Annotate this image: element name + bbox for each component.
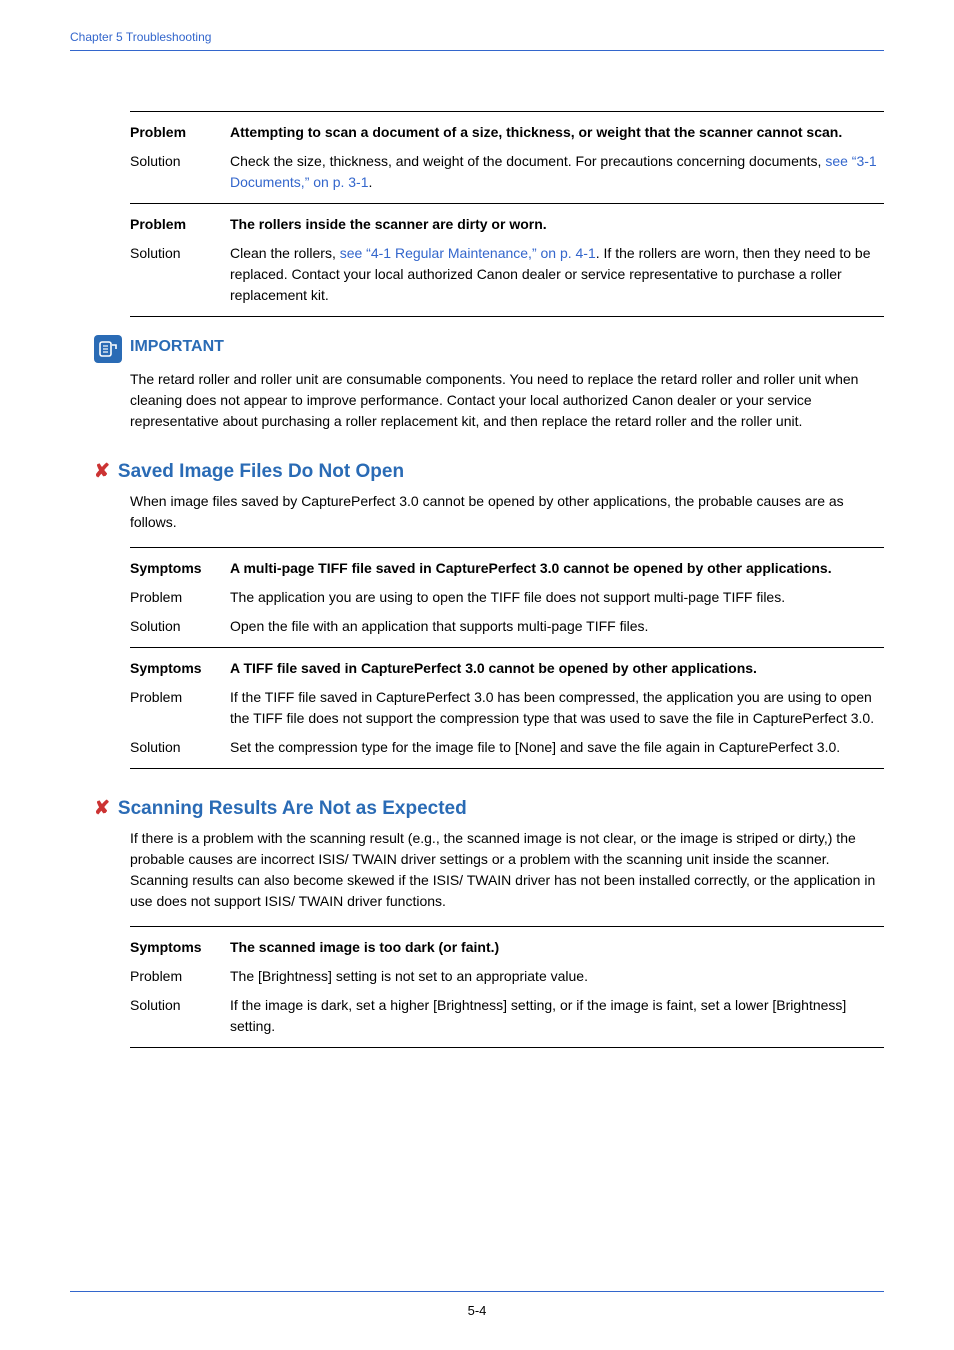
section-title-scanning-results: ✘ Scanning Results Are Not as Expected (94, 797, 884, 820)
divider (130, 203, 884, 204)
header-divider (70, 50, 884, 51)
problem-text: The application you are using to open th… (230, 583, 884, 612)
solution-pre: Check the size, thickness, and weight of… (230, 153, 825, 169)
label-solution: Solution (130, 147, 230, 197)
label-symptoms: Symptoms (130, 654, 230, 683)
symptom-block-b1: Symptoms The scanned image is too dark (… (130, 933, 884, 1041)
symptoms-text: The scanned image is too dark (or faint.… (230, 933, 884, 962)
x-mark-icon: ✘ (94, 797, 110, 820)
page-number: 5-4 (0, 1303, 954, 1318)
divider (130, 647, 884, 648)
label-problem: Problem (130, 118, 230, 147)
divider (130, 926, 884, 927)
label-problem: Problem (130, 583, 230, 612)
divider (130, 768, 884, 769)
symptom-block-a2: Symptoms A TIFF file saved in CapturePer… (130, 654, 884, 762)
x-mark-icon: ✘ (94, 460, 110, 483)
solution-text: If the image is dark, set a higher [Brig… (230, 991, 884, 1041)
symptom-block-a1: Symptoms A multi-page TIFF file saved in… (130, 554, 884, 641)
solution-text: Set the compression type for the image f… (230, 733, 884, 762)
label-problem: Problem (130, 683, 230, 733)
important-text: The retard roller and roller unit are co… (130, 369, 884, 432)
section-title-text: Scanning Results Are Not as Expected (118, 798, 467, 820)
label-symptoms: Symptoms (130, 554, 230, 583)
problem-text: If the TIFF file saved in CapturePerfect… (230, 683, 884, 733)
footer-divider (70, 1291, 884, 1292)
divider (130, 547, 884, 548)
label-solution: Solution (130, 991, 230, 1041)
problem-text: The rollers inside the scanner are dirty… (230, 210, 884, 239)
solution-pre: Clean the rollers, (230, 245, 340, 261)
label-symptoms: Symptoms (130, 933, 230, 962)
solution-post: . (369, 174, 373, 190)
label-solution: Solution (130, 239, 230, 310)
problem-block-2: Problem The rollers inside the scanner a… (130, 210, 884, 310)
solution-text: Check the size, thickness, and weight of… (230, 147, 884, 197)
label-solution: Solution (130, 612, 230, 641)
section-title-saved-images: ✘ Saved Image Files Do Not Open (94, 460, 884, 483)
doc-link[interactable]: see “4-1 Regular Maintenance,” on p. 4-1 (340, 245, 596, 261)
important-label: IMPORTANT (130, 338, 224, 356)
divider (130, 1047, 884, 1048)
symptoms-text: A TIFF file saved in CapturePerfect 3.0 … (230, 654, 884, 683)
solution-text: Open the file with an application that s… (230, 612, 884, 641)
chapter-header: Chapter 5 Troubleshooting (70, 30, 884, 44)
problem-block-1: Problem Attempting to scan a document of… (130, 118, 884, 197)
problem-text: Attempting to scan a document of a size,… (230, 118, 884, 147)
section-title-text: Saved Image Files Do Not Open (118, 461, 404, 483)
important-icon (94, 335, 122, 363)
section-intro: If there is a problem with the scanning … (130, 828, 884, 912)
label-problem: Problem (130, 210, 230, 239)
divider (130, 316, 884, 317)
divider (130, 111, 884, 112)
label-solution: Solution (130, 733, 230, 762)
section-intro: When image files saved by CapturePerfect… (130, 491, 884, 533)
symptoms-text: A multi-page TIFF file saved in CaptureP… (230, 554, 884, 583)
label-problem: Problem (130, 962, 230, 991)
solution-text: Clean the rollers, see “4-1 Regular Main… (230, 239, 884, 310)
problem-text: The [Brightness] setting is not set to a… (230, 962, 884, 991)
